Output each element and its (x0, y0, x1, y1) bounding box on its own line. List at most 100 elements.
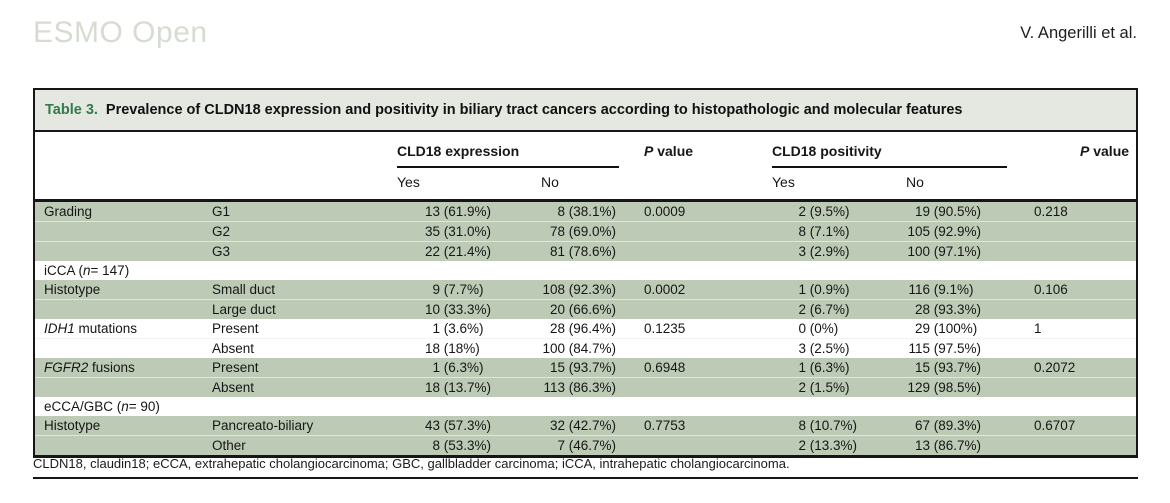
category-cell: G3 (212, 244, 231, 259)
table-row: G2 35 (31.0%) 78 (69.0%) 8 (7.1%) 105 (92.9%… (35, 221, 1136, 241)
value-cell: 20 (66.6%) (549, 302, 617, 317)
col-header-pvalue-positivity: P value (1080, 143, 1130, 159)
col-header-expression-no: No (541, 174, 559, 190)
category-cell: Large duct (212, 302, 276, 317)
col-header-pvalue-expression: P value (644, 143, 694, 159)
feature-cell: IDH1 mutations (44, 321, 138, 336)
table-row: Absent 18 (18%) 100 (84.7%) 3 (2.5%) 115 (97… (35, 338, 1136, 358)
value-cell: 18 (18%) (424, 341, 480, 356)
value-cell: 8 (53.3%) (432, 438, 492, 453)
value-cell: 28 (96.4%) (549, 321, 617, 336)
table-row: G3 22 (21.4%) 81 (78.6%) 3 (2.9%) 100 (97.1%… (35, 241, 1136, 261)
col-header-positivity-no: No (906, 174, 924, 190)
table-row: Grading G1 13 (61.9%) 8 (38.1%) 0.0009 2 (9.5… (35, 202, 1136, 221)
value-cell: 3 (2.5%) (798, 341, 850, 356)
value-cell: 29 (100%) (914, 321, 978, 336)
value-cell: 2 (13.3%) (798, 438, 858, 453)
table-row: Histotype Pancreato-biliary 43 (57.3%) 32 (… (35, 416, 1136, 435)
value-cell: 78 (69.0%) (549, 224, 617, 239)
table-3: Table 3. Prevalence of CLDN18 expression… (33, 88, 1138, 458)
value-cell: 1 (0.9%) (798, 282, 850, 297)
category-cell: Absent (212, 380, 255, 395)
category-cell: Present (212, 321, 259, 336)
value-cell: 0.7753 (644, 418, 686, 433)
table-row: FGFR2 fusions Present 1 (6.3%) 15 (93.7%) 0.… (35, 358, 1136, 377)
value-cell: 18 (13.7%) (424, 380, 492, 395)
feature-cell: Histotype (44, 282, 101, 297)
table-title-text: Prevalence of CLDN18 expression and posi… (105, 102, 963, 118)
col-header-expression-yes: Yes (397, 174, 420, 190)
value-cell: 8 (10.7%) (798, 418, 858, 433)
value-cell: 1 (6.3%) (432, 360, 484, 375)
table-title-bar: Table 3. Prevalence of CLDN18 expression… (35, 90, 1136, 132)
value-cell: 129 (98.5%) (907, 380, 982, 395)
value-cell: 35 (31.0%) (424, 224, 492, 239)
journal-logo: ESMO Open (33, 16, 208, 49)
feature-cell: Grading (44, 204, 93, 219)
value-cell: 0 (0%) (798, 321, 839, 336)
value-cell: 0.2072 (1034, 360, 1076, 375)
value-cell: 105 (92.9%) (907, 224, 982, 239)
value-cell: 19 (90.5%) (914, 204, 982, 219)
value-cell: 2 (6.7%) (798, 302, 850, 317)
value-cell: 43 (57.3%) (424, 418, 492, 433)
table-header: CLD18 expression P value CLD18 positivit… (35, 132, 1136, 202)
table-row: Other 8 (53.3%) 7 (46.7%) 2 (13.3%) 13 (86.7… (35, 435, 1136, 455)
category-cell: G1 (212, 204, 231, 219)
value-cell: 67 (89.3%) (914, 418, 982, 433)
authors-text: V. Angerilli et al. (1020, 24, 1137, 42)
value-cell: 1 (6.3%) (798, 360, 850, 375)
column-group-row: CLD18 expression P value CLD18 positivit… (35, 132, 1136, 168)
bottom-rule (33, 477, 1138, 479)
table-row: Absent 18 (13.7%) 113 (86.3%) 2 (1.5%) 129 (… (35, 377, 1136, 397)
category-cell: Present (212, 360, 259, 375)
category-cell: Pancreato-biliary (212, 418, 314, 433)
table-row: Histotype Small duct 9 (7.7%) 108 (92.3%) 0.… (35, 280, 1136, 299)
value-cell: 1 (3.6%) (432, 321, 484, 336)
value-cell: 0.0009 (644, 204, 686, 219)
value-cell: 32 (42.7%) (549, 418, 617, 433)
value-cell: 2 (9.5%) (798, 204, 850, 219)
section-row: iCCA (n = 147) (44, 263, 130, 278)
value-cell: 7 (46.7%) (557, 438, 617, 453)
feature-cell: Histotype (44, 418, 101, 433)
value-cell: 0.6948 (644, 360, 686, 375)
col-group-expression: CLD18 expression (397, 143, 642, 168)
category-cell: Absent (212, 341, 255, 356)
value-cell: 2 (1.5%) (798, 380, 850, 395)
value-cell: 13 (61.9%) (424, 204, 492, 219)
category-cell: G2 (212, 224, 231, 239)
value-cell: 15 (93.7%) (549, 360, 617, 375)
value-cell: 116 (9.1%) (908, 282, 974, 297)
category-cell: Other (212, 438, 246, 453)
value-cell: 8 (38.1%) (557, 204, 617, 219)
value-cell: 0.1235 (644, 321, 686, 336)
table-body: Grading G1 13 (61.9%) 8 (38.1%) 0.0009 2 (9.5… (35, 202, 1136, 455)
col-group-positivity: CLD18 positivity (772, 143, 1032, 168)
value-cell: 15 (93.7%) (914, 360, 982, 375)
value-cell: 3 (2.9%) (798, 244, 850, 259)
col-header-positivity-yes: Yes (772, 174, 795, 190)
section-row: eCCA/GBC (n = 90) (44, 399, 160, 414)
running-head: ESMO Open V. Angerilli et al. (33, 16, 1137, 50)
value-cell: 108 (92.3%) (542, 282, 617, 297)
value-cell: 100 (97.1%) (907, 244, 982, 259)
value-cell: 8 (7.1%) (798, 224, 850, 239)
value-cell: 9 (7.7%) (432, 282, 484, 297)
table-footnote: CLDN18, claudin18; eCCA, extrahepatic ch… (33, 456, 790, 471)
value-cell: 0.6707 (1034, 418, 1076, 433)
value-cell: 81 (78.6%) (549, 244, 617, 259)
value-cell: 13 (86.7%) (914, 438, 982, 453)
table-row: Large duct 10 (33.3%) 20 (66.6%) 2 (6.7%) 28… (35, 299, 1136, 319)
value-cell: 115 (97.5%) (908, 341, 982, 356)
value-cell: 113 (86.3%) (543, 380, 617, 395)
value-cell: 100 (84.7%) (542, 341, 617, 356)
value-cell: 0.106 (1034, 282, 1068, 297)
value-cell: 22 (21.4%) (424, 244, 492, 259)
value-cell: 28 (93.3%) (914, 302, 982, 317)
feature-cell: FGFR2 fusions (44, 360, 135, 375)
value-cell: 0.0002 (644, 282, 686, 297)
table-row: IDH1 mutations Present 1 (3.6%) 28 (96.4%) 0… (35, 319, 1136, 338)
table-number-label: Table 3. (45, 102, 98, 118)
